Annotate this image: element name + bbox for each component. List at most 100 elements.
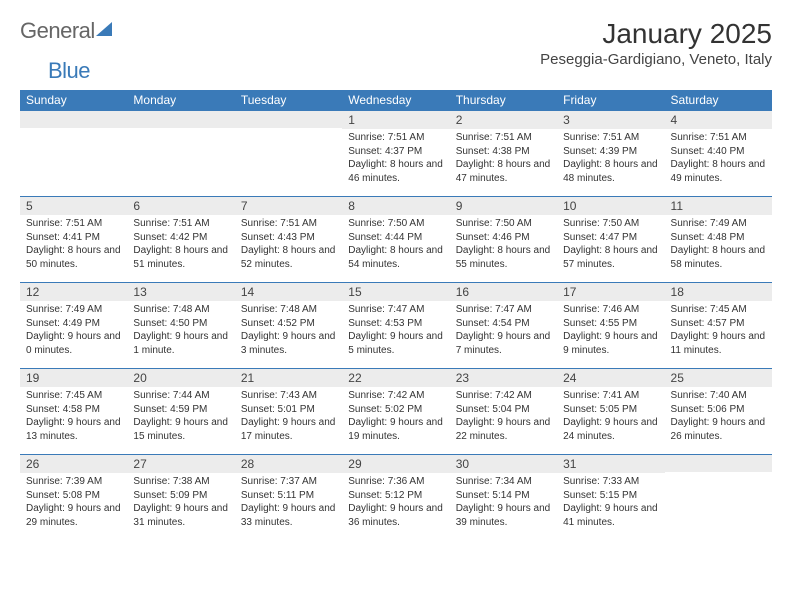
day-details: Sunrise: 7:51 AMSunset: 4:40 PMDaylight:… [665,129,772,189]
day-details: Sunrise: 7:45 AMSunset: 4:58 PMDaylight:… [20,387,127,447]
day-details: Sunrise: 7:44 AMSunset: 4:59 PMDaylight:… [127,387,234,447]
calendar-day-cell: 9Sunrise: 7:50 AMSunset: 4:46 PMDaylight… [450,197,557,283]
calendar-day-cell: 13Sunrise: 7:48 AMSunset: 4:50 PMDayligh… [127,283,234,369]
calendar-day-cell [235,111,342,197]
brand-mark-icon [96,22,112,36]
brand-part1: General [20,18,95,44]
calendar-week-row: 19Sunrise: 7:45 AMSunset: 4:58 PMDayligh… [20,369,772,455]
calendar-day-cell: 7Sunrise: 7:51 AMSunset: 4:43 PMDaylight… [235,197,342,283]
day-details: Sunrise: 7:48 AMSunset: 4:50 PMDaylight:… [127,301,234,361]
day-number: 11 [665,197,772,215]
calendar-day-cell: 4Sunrise: 7:51 AMSunset: 4:40 PMDaylight… [665,111,772,197]
day-number: 27 [127,455,234,473]
day-number: 30 [450,455,557,473]
day-details: Sunrise: 7:41 AMSunset: 5:05 PMDaylight:… [557,387,664,447]
weekday-header: Friday [557,90,664,111]
day-details: Sunrise: 7:43 AMSunset: 5:01 PMDaylight:… [235,387,342,447]
calendar-day-cell: 20Sunrise: 7:44 AMSunset: 4:59 PMDayligh… [127,369,234,455]
day-number: 26 [20,455,127,473]
calendar-day-cell: 14Sunrise: 7:48 AMSunset: 4:52 PMDayligh… [235,283,342,369]
day-number-empty [20,111,127,128]
day-number: 17 [557,283,664,301]
calendar-day-cell: 10Sunrise: 7:50 AMSunset: 4:47 PMDayligh… [557,197,664,283]
day-details: Sunrise: 7:40 AMSunset: 5:06 PMDaylight:… [665,387,772,447]
calendar-day-cell: 24Sunrise: 7:41 AMSunset: 5:05 PMDayligh… [557,369,664,455]
day-number: 13 [127,283,234,301]
brand-logo: General [20,18,112,44]
calendar-table: SundayMondayTuesdayWednesdayThursdayFrid… [20,90,772,541]
calendar-day-cell: 18Sunrise: 7:45 AMSunset: 4:57 PMDayligh… [665,283,772,369]
calendar-week-row: 12Sunrise: 7:49 AMSunset: 4:49 PMDayligh… [20,283,772,369]
day-details: Sunrise: 7:42 AMSunset: 5:04 PMDaylight:… [450,387,557,447]
day-number-empty [665,455,772,472]
calendar-day-cell: 27Sunrise: 7:38 AMSunset: 5:09 PMDayligh… [127,455,234,541]
calendar-day-cell: 28Sunrise: 7:37 AMSunset: 5:11 PMDayligh… [235,455,342,541]
weekday-header: Wednesday [342,90,449,111]
calendar-day-cell: 12Sunrise: 7:49 AMSunset: 4:49 PMDayligh… [20,283,127,369]
calendar-day-cell: 30Sunrise: 7:34 AMSunset: 5:14 PMDayligh… [450,455,557,541]
calendar-day-cell: 6Sunrise: 7:51 AMSunset: 4:42 PMDaylight… [127,197,234,283]
calendar-header-row: SundayMondayTuesdayWednesdayThursdayFrid… [20,90,772,111]
day-details: Sunrise: 7:49 AMSunset: 4:48 PMDaylight:… [665,215,772,275]
day-number: 12 [20,283,127,301]
day-details: Sunrise: 7:37 AMSunset: 5:11 PMDaylight:… [235,473,342,533]
calendar-day-cell: 22Sunrise: 7:42 AMSunset: 5:02 PMDayligh… [342,369,449,455]
day-number: 8 [342,197,449,215]
day-details: Sunrise: 7:34 AMSunset: 5:14 PMDaylight:… [450,473,557,533]
location-text: Peseggia-Gardigiano, Veneto, Italy [540,51,772,68]
calendar-body: 1Sunrise: 7:51 AMSunset: 4:37 PMDaylight… [20,111,772,541]
calendar-day-cell: 25Sunrise: 7:40 AMSunset: 5:06 PMDayligh… [665,369,772,455]
day-details: Sunrise: 7:51 AMSunset: 4:38 PMDaylight:… [450,129,557,189]
day-number: 9 [450,197,557,215]
day-details: Sunrise: 7:50 AMSunset: 4:44 PMDaylight:… [342,215,449,275]
calendar-day-cell [665,455,772,541]
calendar-week-row: 1Sunrise: 7:51 AMSunset: 4:37 PMDaylight… [20,111,772,197]
calendar-day-cell: 11Sunrise: 7:49 AMSunset: 4:48 PMDayligh… [665,197,772,283]
day-details: Sunrise: 7:51 AMSunset: 4:37 PMDaylight:… [342,129,449,189]
day-details: Sunrise: 7:51 AMSunset: 4:43 PMDaylight:… [235,215,342,275]
day-details: Sunrise: 7:46 AMSunset: 4:55 PMDaylight:… [557,301,664,361]
weekday-header: Tuesday [235,90,342,111]
day-details: Sunrise: 7:48 AMSunset: 4:52 PMDaylight:… [235,301,342,361]
weekday-header: Thursday [450,90,557,111]
day-details: Sunrise: 7:47 AMSunset: 4:54 PMDaylight:… [450,301,557,361]
calendar-day-cell: 29Sunrise: 7:36 AMSunset: 5:12 PMDayligh… [342,455,449,541]
day-number: 24 [557,369,664,387]
day-details: Sunrise: 7:47 AMSunset: 4:53 PMDaylight:… [342,301,449,361]
day-number: 4 [665,111,772,129]
title-block: January 2025 Peseggia-Gardigiano, Veneto… [540,18,772,74]
day-number: 28 [235,455,342,473]
day-details: Sunrise: 7:42 AMSunset: 5:02 PMDaylight:… [342,387,449,447]
day-number: 31 [557,455,664,473]
day-number: 18 [665,283,772,301]
day-details: Sunrise: 7:38 AMSunset: 5:09 PMDaylight:… [127,473,234,533]
day-number: 25 [665,369,772,387]
day-details: Sunrise: 7:51 AMSunset: 4:39 PMDaylight:… [557,129,664,189]
day-number: 14 [235,283,342,301]
calendar-day-cell: 1Sunrise: 7:51 AMSunset: 4:37 PMDaylight… [342,111,449,197]
calendar-day-cell: 21Sunrise: 7:43 AMSunset: 5:01 PMDayligh… [235,369,342,455]
calendar-day-cell: 17Sunrise: 7:46 AMSunset: 4:55 PMDayligh… [557,283,664,369]
calendar-week-row: 5Sunrise: 7:51 AMSunset: 4:41 PMDaylight… [20,197,772,283]
day-details: Sunrise: 7:39 AMSunset: 5:08 PMDaylight:… [20,473,127,533]
day-number: 21 [235,369,342,387]
day-number: 7 [235,197,342,215]
weekday-header: Sunday [20,90,127,111]
day-details: Sunrise: 7:50 AMSunset: 4:47 PMDaylight:… [557,215,664,275]
day-number: 22 [342,369,449,387]
day-number: 23 [450,369,557,387]
day-number: 16 [450,283,557,301]
calendar-day-cell: 8Sunrise: 7:50 AMSunset: 4:44 PMDaylight… [342,197,449,283]
day-number: 2 [450,111,557,129]
day-details: Sunrise: 7:33 AMSunset: 5:15 PMDaylight:… [557,473,664,533]
day-number: 29 [342,455,449,473]
day-number: 20 [127,369,234,387]
day-details: Sunrise: 7:49 AMSunset: 4:49 PMDaylight:… [20,301,127,361]
day-number-empty [235,111,342,128]
weekday-header: Monday [127,90,234,111]
day-number: 1 [342,111,449,129]
calendar-day-cell: 15Sunrise: 7:47 AMSunset: 4:53 PMDayligh… [342,283,449,369]
calendar-day-cell: 31Sunrise: 7:33 AMSunset: 5:15 PMDayligh… [557,455,664,541]
day-details: Sunrise: 7:50 AMSunset: 4:46 PMDaylight:… [450,215,557,275]
day-details: Sunrise: 7:36 AMSunset: 5:12 PMDaylight:… [342,473,449,533]
